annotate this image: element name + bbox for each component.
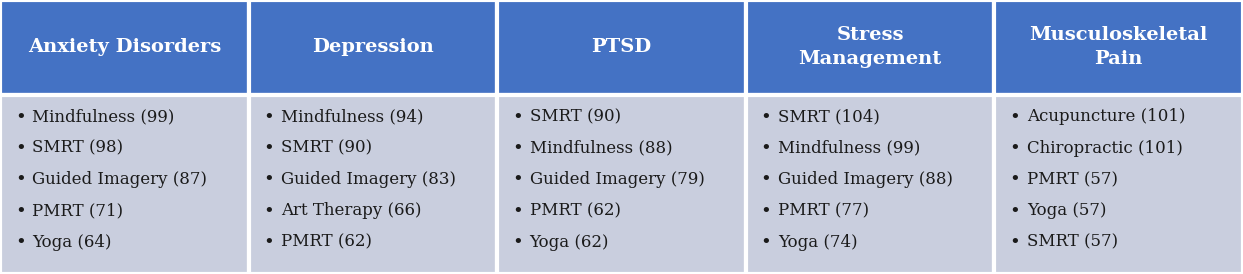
Text: PTSD: PTSD xyxy=(592,38,651,56)
Text: Mindfulness (94): Mindfulness (94) xyxy=(281,108,424,125)
Text: •: • xyxy=(15,108,26,126)
Text: Anxiety Disorders: Anxiety Disorders xyxy=(27,38,221,56)
Bar xyxy=(746,0,994,95)
Text: •: • xyxy=(512,108,523,126)
Text: Chiropractic (101): Chiropractic (101) xyxy=(1027,140,1182,157)
Text: •: • xyxy=(15,170,26,189)
Bar xyxy=(0,95,249,274)
Text: Yoga (74): Yoga (74) xyxy=(778,233,858,250)
Text: SMRT (98): SMRT (98) xyxy=(32,140,123,157)
Text: •: • xyxy=(264,202,275,220)
Text: Guided Imagery (83): Guided Imagery (83) xyxy=(281,171,456,188)
Text: •: • xyxy=(1009,170,1021,189)
Text: Yoga (57): Yoga (57) xyxy=(1027,202,1106,219)
Text: •: • xyxy=(761,233,772,251)
Text: •: • xyxy=(1009,202,1021,220)
Text: •: • xyxy=(1009,233,1021,251)
Text: •: • xyxy=(761,202,772,220)
Text: Guided Imagery (87): Guided Imagery (87) xyxy=(32,171,208,188)
Text: SMRT (104): SMRT (104) xyxy=(778,108,880,125)
Text: •: • xyxy=(1009,139,1021,157)
Text: •: • xyxy=(761,139,772,157)
Text: Musculoskeletal
Pain: Musculoskeletal Pain xyxy=(1029,27,1208,68)
Text: PMRT (77): PMRT (77) xyxy=(778,202,869,219)
Text: Guided Imagery (79): Guided Imagery (79) xyxy=(530,171,705,188)
Text: PMRT (57): PMRT (57) xyxy=(1027,171,1117,188)
Text: SMRT (90): SMRT (90) xyxy=(281,140,372,157)
Text: PMRT (62): PMRT (62) xyxy=(530,202,620,219)
Bar xyxy=(497,0,746,95)
Text: Mindfulness (99): Mindfulness (99) xyxy=(778,140,921,157)
Bar xyxy=(249,0,497,95)
Text: •: • xyxy=(15,139,26,157)
Text: •: • xyxy=(761,108,772,126)
Text: •: • xyxy=(264,170,275,189)
Bar xyxy=(0,0,249,95)
Text: PMRT (62): PMRT (62) xyxy=(281,233,372,250)
Text: SMRT (90): SMRT (90) xyxy=(530,108,620,125)
Text: •: • xyxy=(264,233,275,251)
Text: Depression: Depression xyxy=(312,38,434,56)
Text: •: • xyxy=(15,202,26,220)
Text: Art Therapy (66): Art Therapy (66) xyxy=(281,202,421,219)
Text: Guided Imagery (88): Guided Imagery (88) xyxy=(778,171,953,188)
Text: Mindfulness (88): Mindfulness (88) xyxy=(530,140,672,157)
Text: •: • xyxy=(264,108,275,126)
Bar xyxy=(994,95,1243,274)
Text: •: • xyxy=(512,139,523,157)
Text: •: • xyxy=(512,170,523,189)
Text: Yoga (62): Yoga (62) xyxy=(530,233,609,250)
Bar xyxy=(994,0,1243,95)
Text: PMRT (71): PMRT (71) xyxy=(32,202,123,219)
Text: Yoga (64): Yoga (64) xyxy=(32,233,112,250)
Bar xyxy=(249,95,497,274)
Bar xyxy=(497,95,746,274)
Text: •: • xyxy=(761,170,772,189)
Text: •: • xyxy=(15,233,26,251)
Text: Mindfulness (99): Mindfulness (99) xyxy=(32,108,175,125)
Text: SMRT (57): SMRT (57) xyxy=(1027,233,1117,250)
Text: •: • xyxy=(512,202,523,220)
Text: Acupuncture (101): Acupuncture (101) xyxy=(1027,108,1186,125)
Text: •: • xyxy=(512,233,523,251)
Text: •: • xyxy=(1009,108,1021,126)
Text: •: • xyxy=(264,139,275,157)
Text: Stress
Management: Stress Management xyxy=(798,27,942,68)
Bar xyxy=(746,95,994,274)
